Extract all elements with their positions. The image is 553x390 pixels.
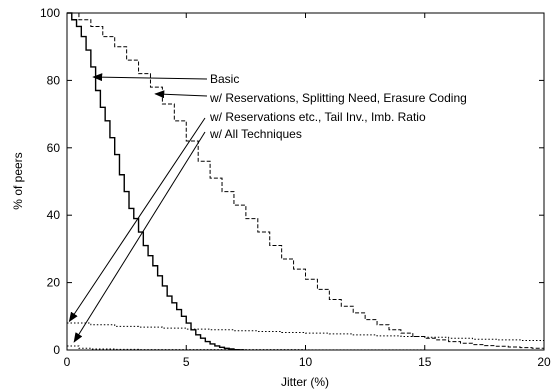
annotation-label: w/ All Techniques <box>209 127 302 141</box>
x-tick-label: 10 <box>299 355 313 369</box>
annotation-arrow <box>73 131 206 343</box>
y-tick-label: 40 <box>47 208 61 222</box>
series-line-4 <box>67 345 544 351</box>
annotation-arrow <box>92 73 208 82</box>
x-tick-label: 0 <box>64 355 71 369</box>
series-line-1 <box>67 12 245 351</box>
series-layer <box>67 12 545 351</box>
y-tick-label: 20 <box>47 276 61 290</box>
annotations: Basic w/ Reservations, Splitting Need, Er… <box>68 72 467 343</box>
annotation-label: w/ Reservations etc., Tail Inv., Imb. Ra… <box>209 110 426 124</box>
annotation-arrow <box>154 90 208 99</box>
y-tick-label: 60 <box>47 141 61 155</box>
x-axis-label: Jitter (%) <box>281 375 329 389</box>
y-tick-label: 0 <box>53 343 60 357</box>
y-axis-label: % of peers <box>11 152 25 209</box>
series-line-2 <box>67 12 545 349</box>
x-tick-label: 15 <box>418 355 432 369</box>
y-tick-label: 100 <box>40 6 60 20</box>
y-tick-label: 80 <box>47 73 61 87</box>
x-tick-label: 5 <box>183 355 190 369</box>
series-line-3 <box>67 322 545 342</box>
x-tick-label: 20 <box>537 355 551 369</box>
axis-ticks: 0 5 10 15 20 0 20 40 60 80 100 <box>40 6 551 369</box>
annotation-arrow <box>68 117 206 323</box>
annotation-label: w/ Reservations, Splitting Need, Erasure… <box>209 91 467 105</box>
annotation-label: Basic <box>210 72 239 86</box>
